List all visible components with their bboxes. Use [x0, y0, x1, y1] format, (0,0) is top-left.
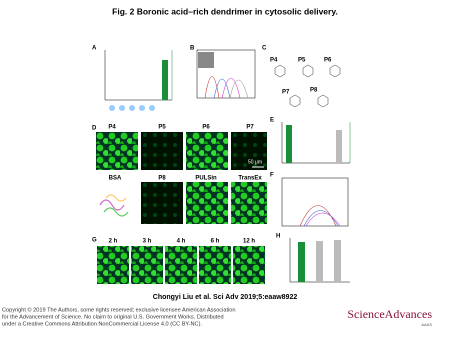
column-label: PULSin [195, 176, 217, 182]
time-series: 2 h 3 h 4 h 6 h 12 h [97, 239, 265, 284]
compound-label: P8 [310, 88, 318, 94]
column-label: P5 [158, 125, 166, 131]
column-label: P7 [246, 125, 254, 131]
micrograph [231, 132, 267, 170]
column-label: TransEx [238, 176, 262, 182]
scale-bar-label: 50 μm [248, 159, 262, 165]
compound-label: P7 [282, 90, 290, 96]
panel-label: F [270, 173, 274, 179]
protein-structure [99, 194, 129, 217]
micrograph [165, 246, 197, 284]
copyright-line: Copyright © 2019 The Authors, some right… [2, 306, 235, 313]
time-label: 4 h [177, 239, 186, 245]
micrograph [186, 182, 228, 224]
micrograph [131, 246, 163, 284]
panel-label: D [92, 126, 97, 132]
panel-label: G [92, 238, 97, 244]
panel-a-plot [104, 50, 173, 111]
panel-h-plot [289, 238, 350, 283]
micrograph [233, 246, 265, 284]
compound-label: P6 [324, 58, 332, 64]
micrograph [231, 182, 267, 224]
panel-label: A [92, 46, 97, 52]
panel-label: C [262, 46, 267, 52]
micrograph [97, 246, 129, 284]
micrograph [199, 246, 231, 284]
panel-c-structures: P4 P5 P6 P7 P8 [270, 58, 341, 108]
panel-e-plot [281, 122, 351, 164]
citation: Chongyi Liu et al. Sci Adv 2019;5:eaaw89… [153, 294, 298, 301]
column-label: P4 [108, 125, 116, 131]
panel-label: E [270, 118, 274, 124]
copyright-line: under a Creative Commons Attribution Non… [2, 321, 202, 327]
micrograph [96, 132, 138, 170]
copyright-line: for the Advancement of Science. No claim… [2, 314, 224, 320]
micrograph [186, 132, 228, 170]
journal-logo: ScienceAdvances [347, 307, 432, 321]
column-label: P8 [158, 176, 166, 182]
publisher: AAAS [421, 322, 432, 327]
panel-label: B [190, 46, 195, 52]
micrograph [141, 182, 183, 224]
panel-f-plot [281, 177, 349, 227]
micrograph [141, 132, 183, 170]
figure-title: Fig. 2 Boronic acid–rich dendrimer in cy… [112, 6, 338, 16]
compound-label: P4 [270, 58, 278, 64]
time-label: 2 h [109, 239, 118, 245]
time-label: 6 h [211, 239, 220, 245]
column-label: P6 [202, 125, 210, 131]
column-label: BSA [109, 176, 122, 182]
panel-b-plot [196, 49, 256, 99]
compound-label: P5 [298, 58, 306, 64]
panel-label: H [276, 234, 280, 240]
time-label: 12 h [243, 239, 255, 245]
time-label: 3 h [143, 239, 152, 245]
